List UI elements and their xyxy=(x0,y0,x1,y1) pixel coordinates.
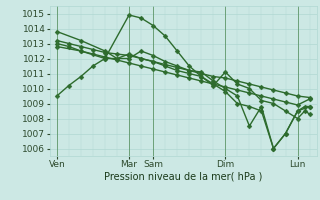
X-axis label: Pression niveau de la mer( hPa ): Pression niveau de la mer( hPa ) xyxy=(104,172,262,182)
